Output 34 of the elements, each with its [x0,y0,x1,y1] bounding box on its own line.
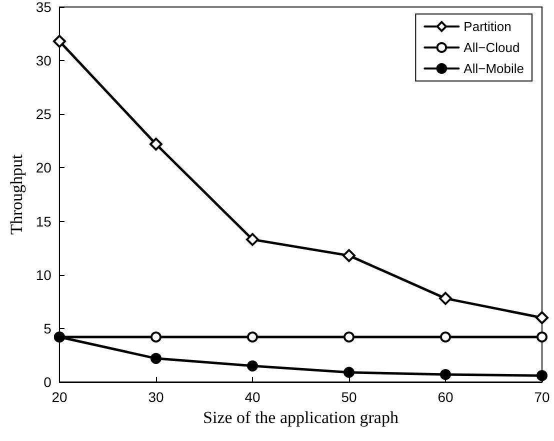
y-tick-label: 30 [36,52,52,69]
point [246,332,258,342]
y-axis-title: Throughput [7,154,26,235]
y-tick-label: 25 [36,106,52,122]
point [246,233,259,246]
point [440,369,451,380]
y-tick-label: 35 [36,0,52,15]
point [150,332,162,342]
legend-label: All−Mobile [464,61,524,76]
point [150,352,162,364]
point [438,292,452,305]
x-tick-label: 50 [341,389,357,405]
x-tick-label: 70 [534,389,550,405]
y-tick-label: 5 [44,320,52,336]
legend-label: All−Cloud [464,40,520,55]
point [246,360,258,372]
x-tick-label: 30 [148,389,164,405]
y-tick-label: 10 [36,266,52,283]
point [536,332,548,342]
x-tick-label: 60 [438,389,454,405]
point [149,138,162,151]
point [52,34,66,48]
point [342,249,356,262]
point [344,366,354,378]
point [536,370,548,382]
y-tick-label: 20 [36,160,52,176]
point [440,332,451,342]
legend-label: Partition [464,19,512,34]
x-tick-label: 40 [244,389,260,405]
y-tick-label: 15 [36,213,52,230]
point [344,332,354,342]
point [536,311,548,324]
x-axis-title: Size of the application graph [203,408,399,427]
y-tick-label: 0 [44,374,52,390]
